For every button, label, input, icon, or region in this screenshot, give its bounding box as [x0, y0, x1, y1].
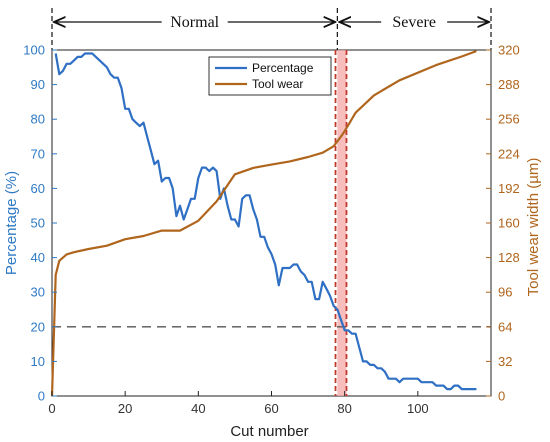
right-tick-label: 160: [498, 216, 520, 231]
left-tick-label: 80: [31, 112, 45, 127]
series-line-tool-wear: [50, 50, 477, 397]
left-tick-label: 70: [31, 146, 45, 161]
legend: Percentage Tool wear: [208, 56, 332, 96]
legend-box: [208, 56, 332, 96]
left-tick-label: 60: [31, 181, 45, 196]
x-tick-label: 100: [407, 401, 429, 416]
phase-annotations: Normal Severe: [51, 8, 492, 50]
y-axis-left-label: Percentage (%): [3, 171, 20, 275]
y-axis-right-label: Tool wear width (µm): [525, 158, 542, 297]
left-tick-label: 0: [38, 389, 45, 404]
x-tick-label: 40: [191, 401, 205, 416]
right-tick-label: 192: [498, 181, 520, 196]
right-tick-label: 224: [498, 146, 520, 161]
x-axis-label: Cut number: [230, 423, 308, 440]
right-tick-label: 288: [498, 77, 520, 92]
x-axis: 0 20 40 60 80 100: [48, 391, 429, 416]
x-tick-label: 0: [48, 401, 55, 416]
left-tick-label: 20: [31, 319, 45, 334]
legend-entry: Percentage: [252, 61, 314, 75]
right-tick-label: 128: [498, 250, 520, 265]
left-y-axis: 0 10 20 30 40 50 60 70 80 90 100: [23, 43, 57, 404]
severe-transition-band: [337, 50, 347, 396]
phase-label-severe: Severe: [392, 14, 436, 31]
overlay-markers: [52, 50, 491, 396]
plot-frame: [51, 49, 492, 397]
left-tick-label: 40: [31, 250, 45, 265]
right-tick-label: 64: [498, 319, 512, 334]
left-tick-label: 90: [31, 77, 45, 92]
left-tick-label: 10: [31, 354, 45, 369]
right-tick-label: 96: [498, 285, 512, 300]
x-tick-label: 60: [264, 401, 278, 416]
x-tick-label: 20: [118, 401, 132, 416]
phase-label-normal: Normal: [170, 14, 219, 31]
series-group: [50, 50, 477, 397]
left-tick-label: 30: [31, 285, 45, 300]
right-tick-label: 32: [498, 354, 512, 369]
right-y-axis: 0 32 64 96 128 160 192 224 256 288 320: [486, 43, 520, 404]
phase-label-bg: [381, 12, 448, 32]
right-tick-label: 320: [498, 43, 520, 58]
right-tick-label: 0: [498, 389, 505, 404]
legend-entry: Tool wear: [252, 77, 303, 91]
left-tick-label: 100: [23, 43, 45, 58]
series-line-percentage: [54, 52, 477, 391]
phase-label-bg: [161, 12, 228, 32]
x-tick-label: 80: [337, 401, 351, 416]
right-tick-label: 256: [498, 112, 520, 127]
left-tick-label: 50: [31, 216, 45, 231]
